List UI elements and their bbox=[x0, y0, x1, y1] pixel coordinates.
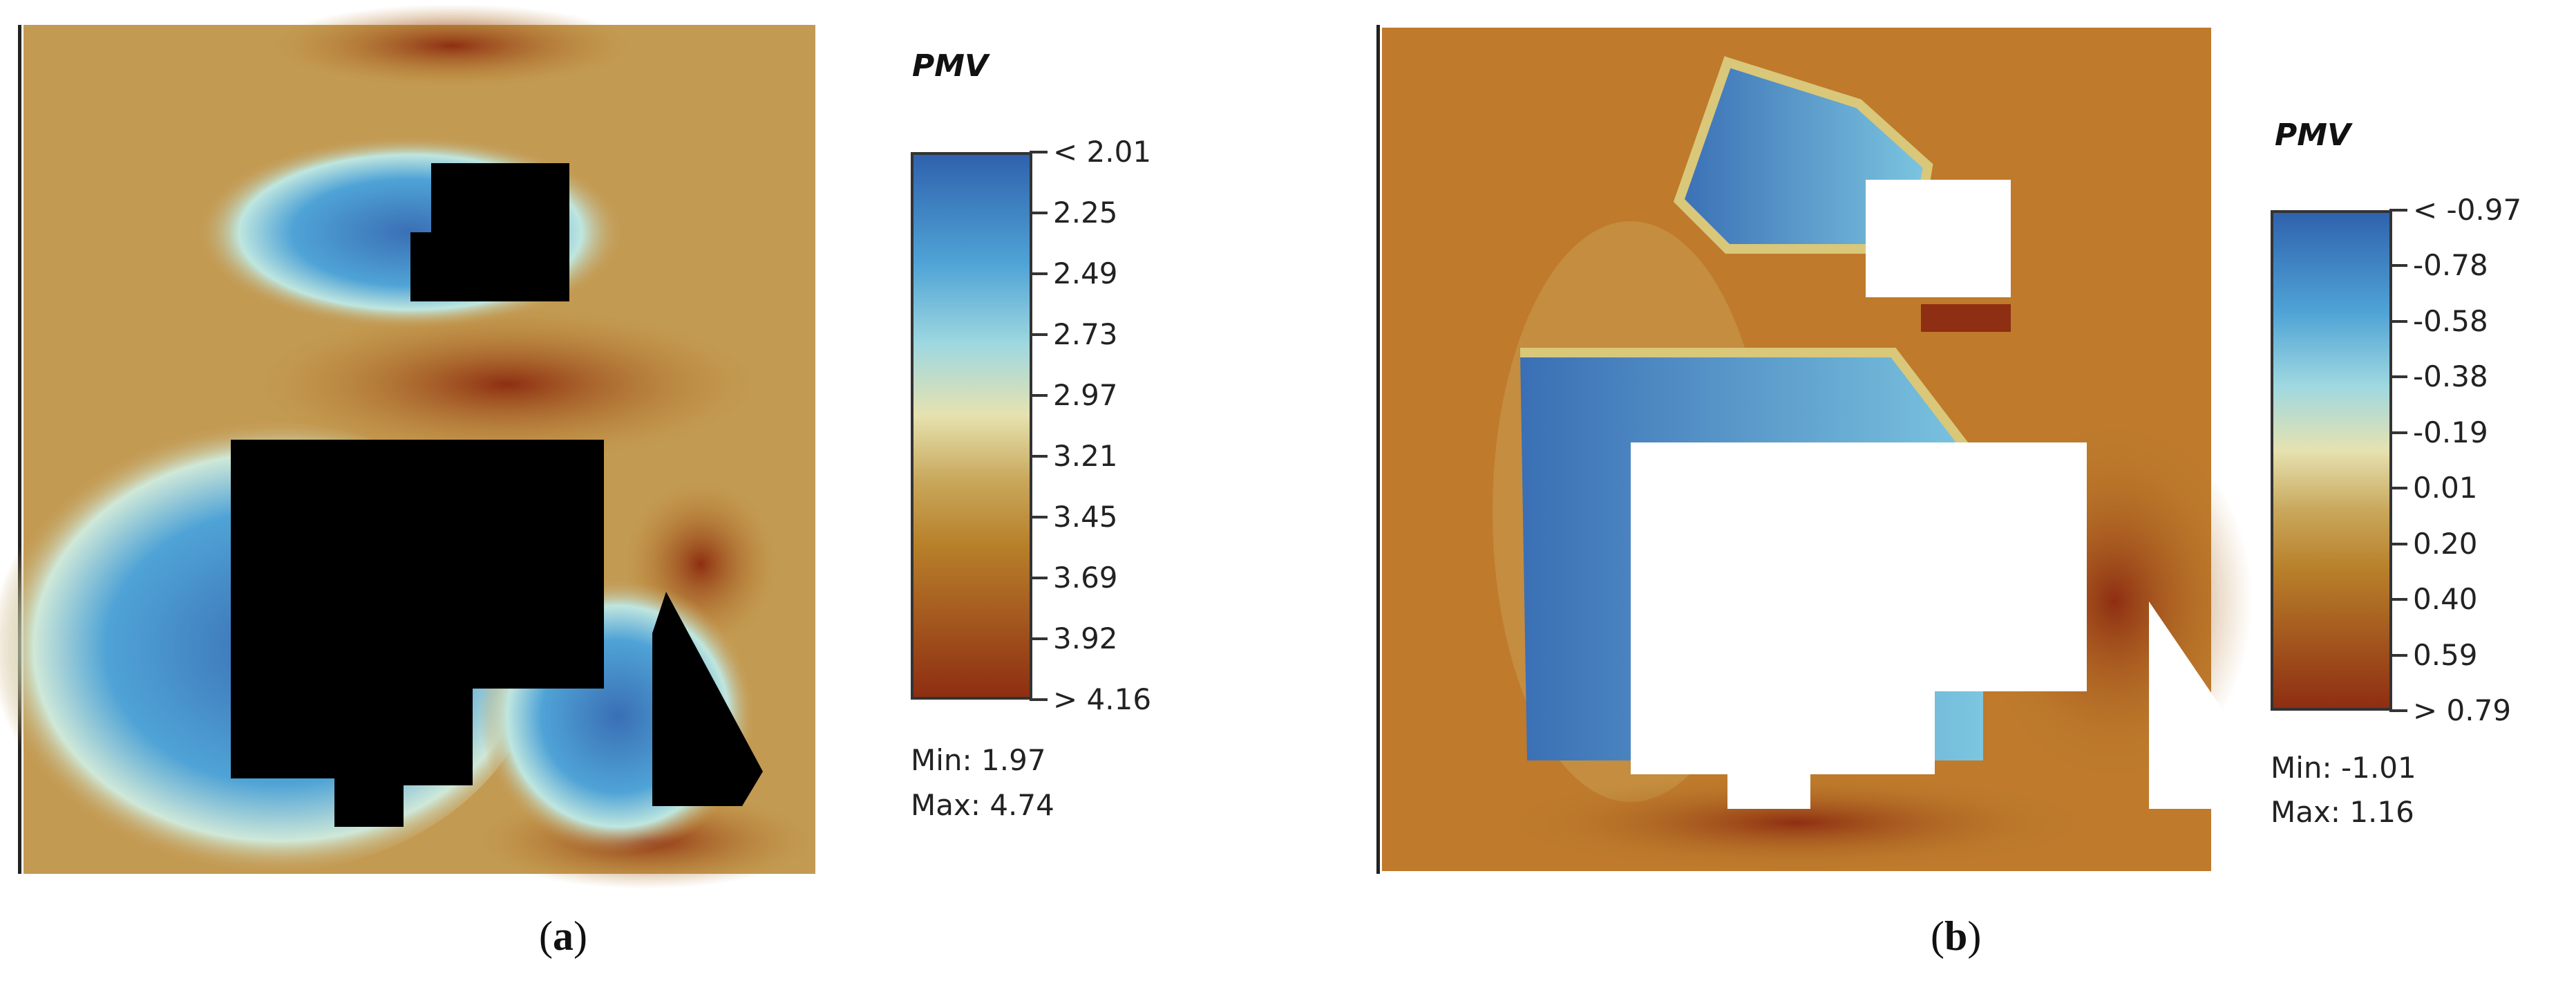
colorbar-tick-label: > 4.16 bbox=[1053, 682, 1152, 716]
building-b-2 bbox=[1631, 442, 2087, 809]
map-a-hot-zone-middle bbox=[258, 308, 756, 460]
colorbar-tick-label: 0.20 bbox=[2413, 526, 2478, 561]
pmv-map-b bbox=[1382, 28, 2253, 871]
map-a-hot-zone-top bbox=[272, 4, 632, 87]
colorbar-tick-mark bbox=[2389, 653, 2407, 657]
colorbar-tick-label: 0.59 bbox=[2413, 637, 2478, 672]
colorbar-tick-label: 2.25 bbox=[1053, 196, 1118, 230]
colorbar-tick-label: 2.97 bbox=[1053, 378, 1118, 412]
colorbar-tick-label: < 2.01 bbox=[1053, 135, 1152, 169]
panel-caption-b-letter: b bbox=[1944, 913, 1968, 959]
panel-caption-a-letter: a bbox=[552, 913, 574, 959]
colorbar-tick-label: 3.69 bbox=[1053, 561, 1118, 595]
map-b-left-axis bbox=[1376, 25, 1380, 874]
colorbar-tick-mark bbox=[1030, 698, 1048, 701]
colorbar-tick-mark bbox=[1030, 333, 1048, 336]
colorbar-tick-mark bbox=[1030, 394, 1048, 397]
colorbar-tick-label: 2.49 bbox=[1053, 256, 1118, 290]
colorbar-tick-mark bbox=[2389, 209, 2407, 212]
colorbar-tick-mark bbox=[1030, 272, 1048, 275]
colorbar-tick-mark bbox=[1030, 577, 1048, 579]
map-b-edge-main bbox=[1520, 348, 1987, 474]
building-b-1 bbox=[1866, 180, 2011, 297]
colorbar-tick-mark bbox=[2389, 709, 2407, 712]
building-a-1 bbox=[410, 163, 569, 301]
colorbar-b bbox=[2271, 210, 2392, 711]
stat-min-b: Min: -1.01 bbox=[2271, 751, 2416, 785]
building-a-2 bbox=[231, 440, 604, 827]
legend-title-a: PMV bbox=[912, 48, 989, 84]
panel-b: PMV < -0.97 -0.78 -0.58 -0.38 -0.19 0.01 0.20 0… bbox=[1288, 0, 2576, 981]
building-a-3 bbox=[652, 592, 763, 806]
colorbar-tick-mark bbox=[2389, 598, 2407, 601]
colorbar-a bbox=[911, 152, 1032, 700]
colorbar-tick-mark bbox=[2389, 375, 2407, 379]
colorbar-tick-label: -0.58 bbox=[2413, 303, 2488, 338]
colorbar-tick-mark bbox=[2389, 542, 2407, 545]
panel-caption-b: (b) bbox=[1931, 913, 1982, 959]
colorbar-tick-label: -0.78 bbox=[2413, 248, 2488, 283]
colorbar-tick-label: > 0.79 bbox=[2413, 693, 2512, 727]
stat-max-b: Max: 1.16 bbox=[2271, 795, 2414, 829]
colorbar-tick-label: 2.73 bbox=[1053, 317, 1118, 351]
colorbar-tick-mark bbox=[1030, 151, 1048, 153]
colorbar-tick-label: 3.21 bbox=[1053, 439, 1118, 473]
colorbar-tick-mark bbox=[1030, 516, 1048, 518]
pmv-map-a bbox=[0, 4, 815, 889]
colorbar-tick-label: < -0.97 bbox=[2413, 193, 2522, 227]
colorbar-tick-label: -0.38 bbox=[2413, 359, 2488, 394]
colorbar-tick-mark bbox=[1030, 212, 1048, 214]
colorbar-tick-label: 3.92 bbox=[1053, 622, 1118, 655]
colorbar-tick-mark bbox=[2389, 487, 2407, 490]
legend-title-b: PMV bbox=[2275, 118, 2351, 153]
map-b-hot-zone-bottom bbox=[1506, 774, 2087, 871]
colorbar-tick-mark bbox=[1030, 637, 1048, 640]
colorbar-tick-label: -0.19 bbox=[2413, 415, 2488, 449]
colorbar-tick-label: 0.01 bbox=[2413, 471, 2478, 505]
colorbar-tick-mark bbox=[2389, 319, 2407, 323]
colorbar-tick-mark bbox=[1030, 455, 1048, 458]
stat-min-a: Min: 1.97 bbox=[911, 743, 1046, 777]
colorbar-tick-mark bbox=[2389, 264, 2407, 268]
building-b-3 bbox=[2149, 601, 2253, 809]
map-a-left-axis bbox=[18, 25, 21, 874]
panel-a: PMV < 2.01 2.25 2.49 2.73 2.97 3.21 3.45 3.69 3.… bbox=[0, 4, 1152, 959]
colorbar-tick-label: 3.45 bbox=[1053, 500, 1118, 534]
colorbar-tick-label: 0.40 bbox=[2413, 582, 2478, 617]
panel-caption-a: (a) bbox=[539, 913, 587, 959]
building-b-1-shadow bbox=[1921, 304, 2011, 332]
stat-max-a: Max: 4.74 bbox=[911, 788, 1054, 822]
colorbar-tick-mark bbox=[2389, 431, 2407, 434]
